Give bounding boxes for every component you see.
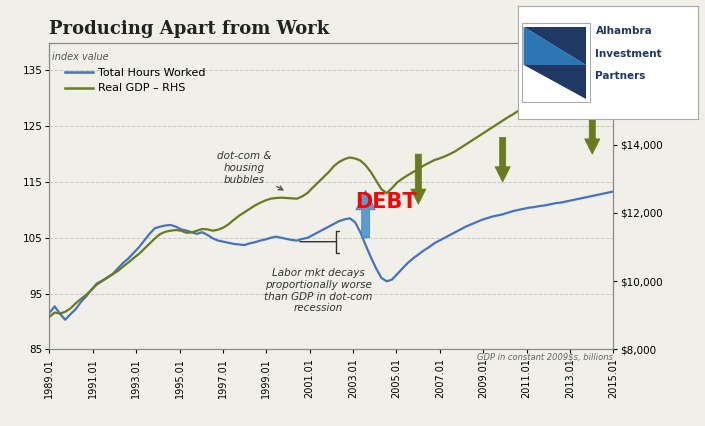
Text: dot-com &
housing
bubbles: dot-com & housing bubbles xyxy=(217,152,283,190)
Text: Producing Apart from Work: Producing Apart from Work xyxy=(49,20,330,38)
Text: GDP in constant 2009$s, billions: GDP in constant 2009$s, billions xyxy=(477,352,613,361)
Text: Investment: Investment xyxy=(596,49,662,59)
Text: Labor mkt decays
proportionally worse
than GDP in dot-com
recession: Labor mkt decays proportionally worse th… xyxy=(264,268,372,313)
Polygon shape xyxy=(524,27,587,65)
Text: DEBT: DEBT xyxy=(355,192,417,212)
Text: Partners: Partners xyxy=(596,72,646,81)
Polygon shape xyxy=(524,27,587,65)
Polygon shape xyxy=(524,65,587,99)
Text: index value: index value xyxy=(52,52,109,62)
Legend: Total Hours Worked, Real GDP – RHS: Total Hours Worked, Real GDP – RHS xyxy=(61,63,210,98)
FancyBboxPatch shape xyxy=(522,23,590,102)
Text: Alhambra: Alhambra xyxy=(596,26,652,36)
